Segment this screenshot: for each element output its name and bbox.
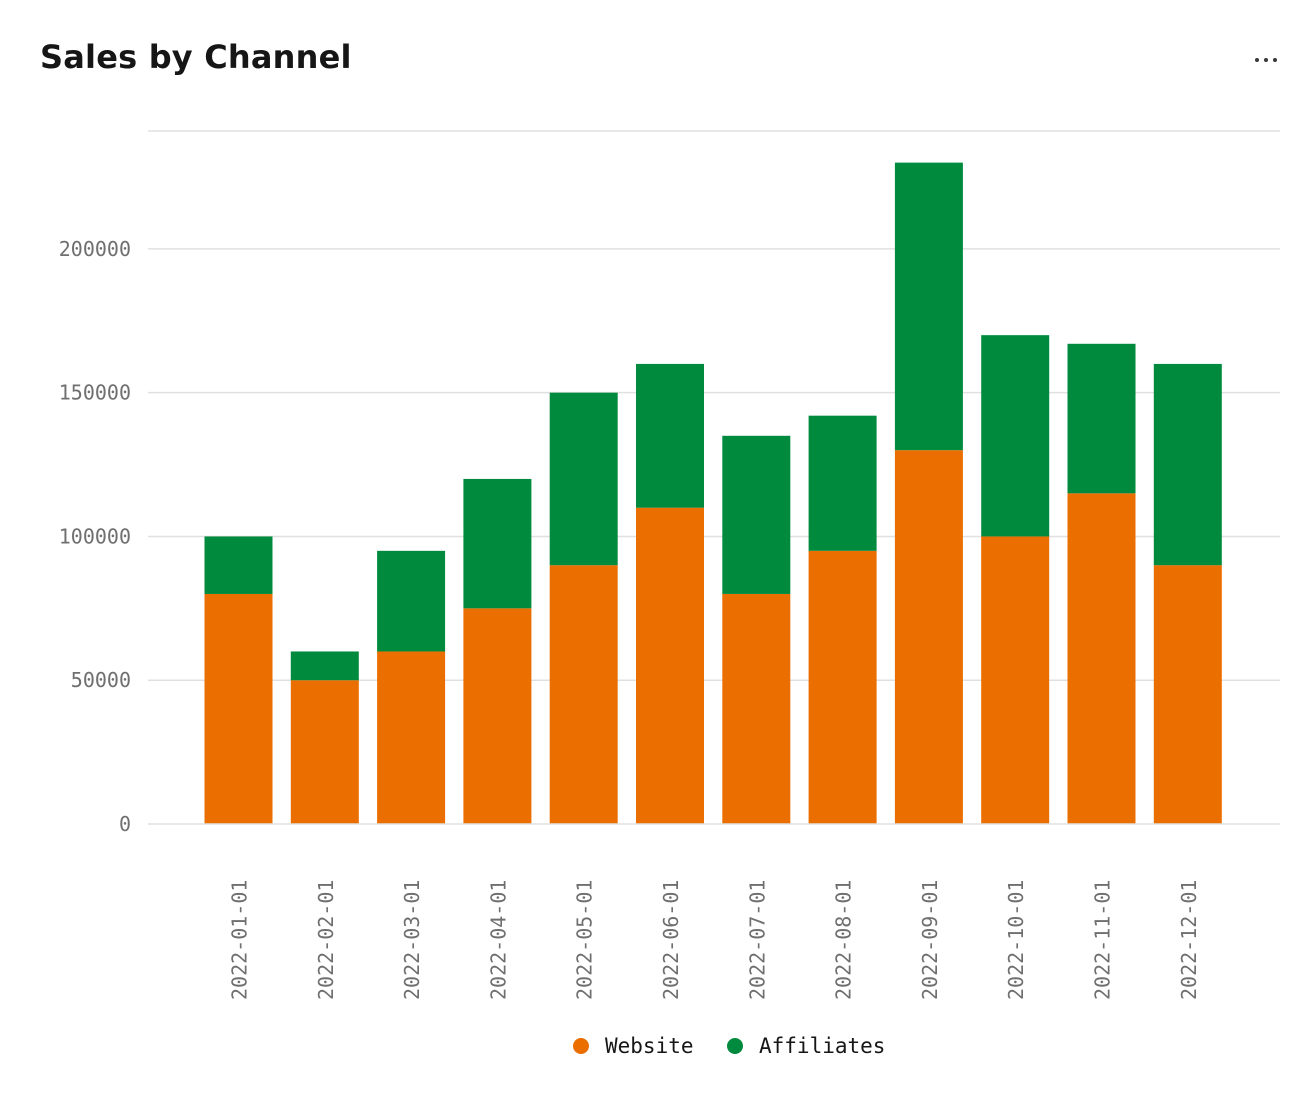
x-tick-label: 2022-12-01 [1177, 880, 1201, 1000]
y-tick-label: 150000 [59, 381, 131, 405]
bar-affiliates-2022-12-01[interactable] [1153, 363, 1222, 566]
legend-label-website[interactable]: Website [605, 1034, 694, 1058]
x-tick-label: 2022-09-01 [918, 880, 942, 1000]
y-tick-label: 100000 [59, 524, 131, 548]
x-tick-label: 2022-03-01 [400, 880, 424, 1000]
bar-website-2022-07-01[interactable] [722, 593, 791, 824]
x-tick-label: 2022-08-01 [832, 880, 856, 1000]
bar-affiliates-2022-05-01[interactable] [549, 392, 618, 566]
bar-affiliates-2022-09-01[interactable] [894, 162, 963, 451]
x-tick-label: 2022-02-01 [314, 880, 338, 1000]
x-tick-label: 2022-07-01 [745, 880, 769, 1000]
legend-swatch-website[interactable] [573, 1038, 589, 1054]
bar-affiliates-2022-04-01[interactable] [463, 478, 532, 609]
menu-dot [1273, 58, 1277, 62]
legend-label-affiliates[interactable]: Affiliates [759, 1034, 885, 1058]
bar-website-2022-06-01[interactable] [636, 507, 704, 824]
bar-website-2022-11-01[interactable] [1067, 493, 1136, 824]
x-tick-label: 2022-10-01 [1004, 880, 1028, 1000]
x-tick-label: 2022-06-01 [659, 880, 683, 1000]
x-tick-label: 2022-05-01 [573, 880, 597, 1000]
menu-dot [1255, 58, 1259, 62]
bar-website-2022-08-01[interactable] [808, 550, 877, 824]
bar-website-2022-05-01[interactable] [549, 565, 618, 824]
chart-title: Sales by Channel [40, 38, 352, 76]
bar-website-2022-04-01[interactable] [463, 608, 532, 824]
bar-website-2022-03-01[interactable] [377, 651, 446, 824]
y-tick-label: 50000 [71, 668, 131, 692]
bar-affiliates-2022-03-01[interactable] [377, 550, 446, 652]
bar-affiliates-2022-11-01[interactable] [1067, 343, 1136, 494]
bar-affiliates-2022-01-01[interactable] [204, 536, 273, 594]
bar-affiliates-2022-07-01[interactable] [722, 435, 791, 594]
menu-dot [1264, 58, 1268, 62]
overflow-menu-icon[interactable] [1246, 44, 1286, 76]
bar-website-2022-02-01[interactable] [290, 680, 359, 824]
bar-website-2022-09-01[interactable] [894, 450, 963, 824]
bar-affiliates-2022-08-01[interactable] [808, 415, 877, 551]
x-tick-label: 2022-04-01 [486, 880, 510, 1000]
bar-affiliates-2022-10-01[interactable] [981, 335, 1050, 537]
x-tick-label: 2022-11-01 [1091, 880, 1115, 1000]
bar-affiliates-2022-06-01[interactable] [636, 363, 704, 508]
bar-affiliates-2022-02-01[interactable] [290, 651, 359, 681]
y-tick-label: 0 [119, 812, 131, 836]
legend-swatch-affiliates[interactable] [727, 1038, 743, 1054]
bar-website-2022-12-01[interactable] [1153, 565, 1222, 824]
bar-website-2022-01-01[interactable] [204, 593, 273, 824]
bar-website-2022-10-01[interactable] [981, 536, 1050, 824]
x-tick-label: 2022-01-01 [228, 880, 252, 1000]
y-tick-label: 200000 [59, 237, 131, 261]
